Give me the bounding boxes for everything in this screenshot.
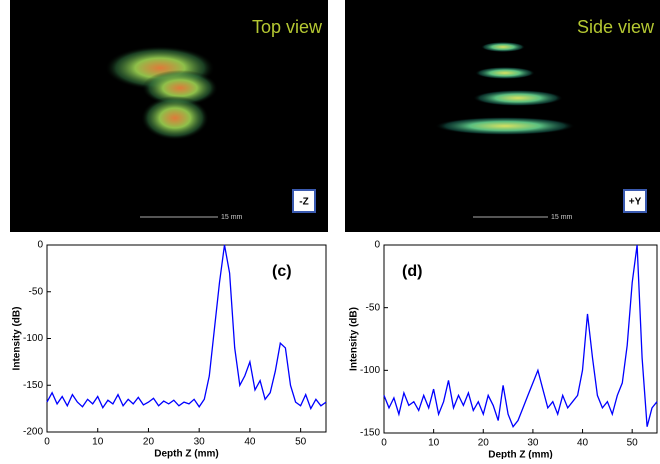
y-tick-label: -200	[23, 427, 43, 438]
y-tick-label: -150	[360, 428, 380, 439]
x-tick-label: 30	[194, 437, 206, 448]
image-title: Top view	[252, 17, 323, 37]
panel-label: (c)	[272, 263, 292, 280]
scale-label: 15 mm	[551, 214, 573, 221]
x-tick-label: 20	[143, 437, 155, 448]
x-tick-label: 30	[527, 438, 539, 449]
scale-label: 15 mm	[221, 214, 243, 221]
y-tick-label: -100	[360, 365, 380, 376]
panel-label: (d)	[402, 263, 422, 280]
y-tick-label: -50	[29, 286, 44, 297]
y-tick-label: 0	[37, 240, 43, 251]
image-side: Side view 15 mm +Y	[345, 0, 660, 232]
x-tick-label: 20	[478, 438, 490, 449]
x-tick-label: 0	[381, 438, 387, 449]
y-tick-label: 0	[374, 240, 380, 251]
y-tick-label: -150	[23, 380, 43, 391]
axis-label: +Y	[629, 197, 642, 208]
x-tick-label: 40	[244, 437, 256, 448]
plot-frame	[46, 244, 327, 433]
x-tick-label: 10	[428, 438, 440, 449]
y-axis-label: Intensity (dB)	[349, 307, 360, 371]
image-top: Top view 15 mm -Z	[10, 0, 328, 232]
y-tick-label: -100	[23, 333, 43, 344]
x-tick-label: 50	[627, 438, 639, 449]
plot-frame	[383, 244, 658, 434]
x-axis-label: Depth Z (mm)	[488, 450, 552, 459]
axis-label: -Z	[299, 197, 308, 208]
x-tick-label: 50	[295, 437, 307, 448]
x-tick-label: 40	[577, 438, 589, 449]
x-axis-label: Depth Z (mm)	[154, 449, 218, 459]
x-tick-label: 10	[92, 437, 104, 448]
image-title: Side view	[577, 17, 655, 37]
x-tick-label: 0	[44, 437, 50, 448]
data-line	[46, 244, 327, 411]
y-axis-label: Intensity (dB)	[12, 307, 23, 371]
data-line	[383, 244, 658, 428]
y-tick-label: -50	[366, 302, 381, 313]
